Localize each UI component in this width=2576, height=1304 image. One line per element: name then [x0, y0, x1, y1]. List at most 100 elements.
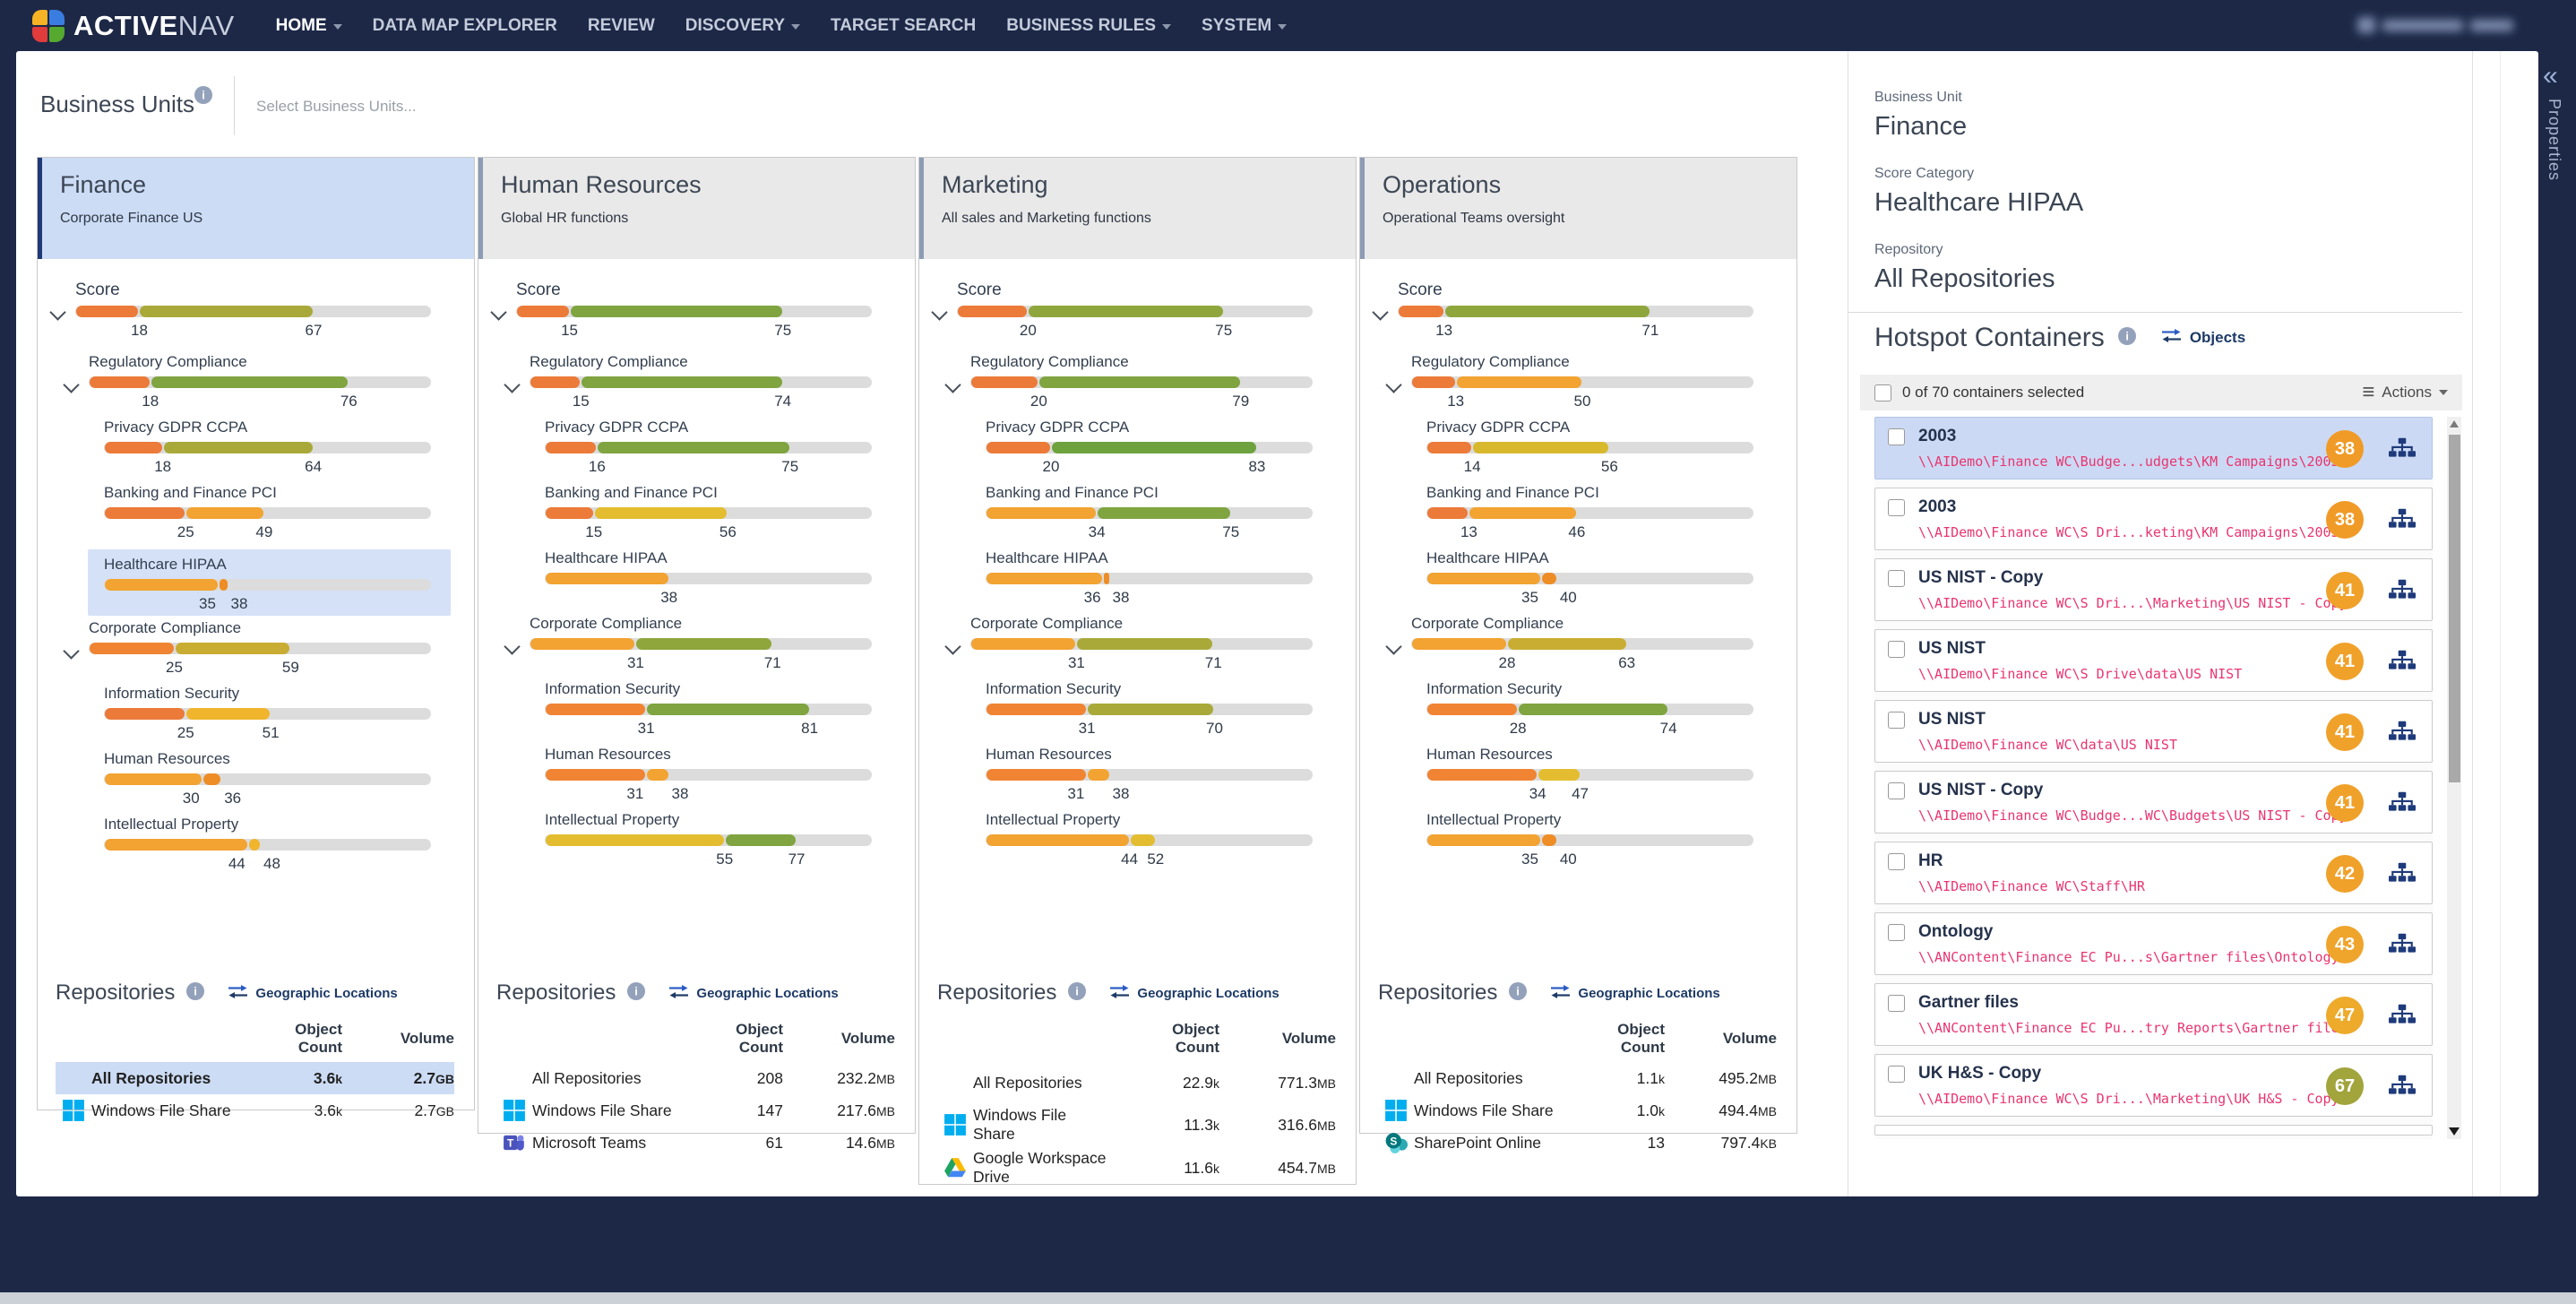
info-icon[interactable]: i	[1508, 981, 1528, 1006]
container-checkbox[interactable]	[1888, 641, 1905, 658]
business-units-info-icon[interactable]: i	[194, 85, 213, 109]
score-bar-regulatory-compliance[interactable]: Regulatory Compliance 15 74	[478, 353, 915, 410]
card-header[interactable]: Marketing All sales and Marketing functio…	[919, 158, 1356, 259]
activenav-logo[interactable]: ACTIVENAV	[32, 9, 235, 42]
score-bar-information-security[interactable]: Information Security 31 70	[919, 680, 1356, 738]
geographic-locations-link[interactable]: Geographic Locations	[227, 984, 398, 1003]
score-bar-information-security[interactable]: Information Security 25 51	[38, 685, 474, 742]
container-checkbox[interactable]	[1888, 853, 1905, 870]
geographic-locations-link[interactable]: Geographic Locations	[668, 984, 839, 1003]
score-bar-privacy-gdpr-ccpa[interactable]: Privacy GDPR CCPA 20 83	[919, 419, 1356, 476]
score-bar-privacy-gdpr-ccpa[interactable]: Privacy GDPR CCPA 14 56	[1360, 419, 1796, 476]
hotspot-container-item[interactable]: US NIST - Copy \\AIDemo\Finance WC\Budge.…	[1874, 771, 2433, 833]
score-bar-information-security[interactable]: Information Security 31 81	[478, 680, 915, 738]
hierarchy-icon[interactable]	[2389, 1075, 2416, 1101]
repository-row[interactable]: All Repositories 22.9k 771.3MB	[937, 1062, 1336, 1103]
menu-item-data-map-explorer[interactable]: DATA MAP EXPLORER	[373, 16, 557, 36]
hotspot-containers-info-icon[interactable]: i	[2117, 326, 2137, 350]
score-bar-banking-and-finance-pci[interactable]: Banking and Finance PCI 25 49	[38, 484, 474, 541]
repository-row[interactable]: Google Workspace Drive 11.6k 454.7MB	[937, 1146, 1336, 1189]
score-bar-score[interactable]: Score 20 75	[919, 281, 1356, 340]
hotspot-scrollbar[interactable]	[2447, 417, 2461, 1139]
expander-chevron-icon[interactable]	[1385, 638, 1402, 655]
expander-chevron-icon[interactable]	[504, 638, 521, 655]
repository-row[interactable]: T Microsoft Teams 61 14.6MB	[496, 1127, 895, 1159]
repository-row[interactable]: All Repositories 208 232.2MB	[496, 1062, 895, 1094]
score-bar-human-resources[interactable]: Human Resources 34 47	[1360, 746, 1796, 803]
score-bar-healthcare-hipaa[interactable]: Healthcare HIPAA 35 40	[1360, 549, 1796, 607]
repository-row[interactable]: Windows File Share 147 217.6MB	[496, 1094, 895, 1127]
score-bar-banking-and-finance-pci[interactable]: Banking and Finance PCI 34 75	[919, 484, 1356, 541]
hierarchy-icon[interactable]	[2389, 721, 2416, 747]
score-bar-corporate-compliance[interactable]: Corporate Compliance 28 63	[1360, 615, 1796, 672]
score-bar-human-resources[interactable]: Human Resources 31 38	[919, 746, 1356, 803]
score-bar-banking-and-finance-pci[interactable]: Banking and Finance PCI 13 46	[1360, 484, 1796, 541]
score-bar-information-security[interactable]: Information Security 28 74	[1360, 680, 1796, 738]
container-checkbox[interactable]	[1888, 782, 1905, 799]
hotspot-container-item[interactable]: US NIST \\AIDemo\Finance WC\data\US NIST 4…	[1874, 700, 2433, 763]
info-icon[interactable]: i	[185, 981, 205, 1006]
score-bar-privacy-gdpr-ccpa[interactable]: Privacy GDPR CCPA 18 64	[38, 419, 474, 476]
repository-row[interactable]: All Repositories 3.6k 2.7GB	[56, 1062, 454, 1095]
hotspot-container-item[interactable]: Gartner files \\ANContent\Finance EC Pu..…	[1874, 983, 2433, 1046]
business-units-select[interactable]: Select Business Units...	[256, 98, 417, 115]
score-bar-corporate-compliance[interactable]: Corporate Compliance 31 71	[919, 615, 1356, 672]
hotspot-container-item[interactable]: HR \\AIDemo\Finance WC\Staff\HR 42	[1874, 842, 2433, 904]
repository-row[interactable]: Windows File Share 11.3k 316.6MB	[937, 1103, 1336, 1146]
hierarchy-icon[interactable]	[2389, 650, 2416, 676]
menu-item-system[interactable]: SYSTEM	[1202, 16, 1288, 36]
score-bar-healthcare-hipaa[interactable]: Healthcare HIPAA 36 38	[919, 549, 1356, 607]
hierarchy-icon[interactable]	[2389, 933, 2416, 959]
container-checkbox[interactable]	[1888, 428, 1905, 445]
info-icon[interactable]: i	[626, 981, 646, 1006]
score-bar-human-resources[interactable]: Human Resources 30 36	[38, 750, 474, 807]
container-checkbox[interactable]	[1888, 712, 1905, 729]
info-icon[interactable]: i	[1067, 981, 1087, 1006]
select-all-checkbox[interactable]	[1874, 384, 1891, 402]
geographic-locations-link[interactable]: Geographic Locations	[1549, 984, 1720, 1003]
hotspot-container-item[interactable]: UK H&S - Copy \\AIDemo\Finance WC\S Dri..…	[1874, 1054, 2433, 1117]
card-header[interactable]: Human Resources Global HR functions	[478, 158, 915, 259]
container-checkbox[interactable]	[1888, 924, 1905, 941]
expander-chevron-icon[interactable]	[63, 376, 80, 393]
hierarchy-icon[interactable]	[2389, 791, 2416, 817]
expander-chevron-icon[interactable]	[490, 304, 507, 321]
expander-chevron-icon[interactable]	[944, 376, 961, 393]
hierarchy-icon[interactable]	[2389, 862, 2416, 888]
score-bar-score[interactable]: Score 15 75	[478, 281, 915, 340]
score-bar-score[interactable]: Score 18 67	[38, 281, 474, 340]
score-bar-intellectual-property[interactable]: Intellectual Property 55 77	[478, 811, 915, 868]
scroll-up-arrow[interactable]	[2450, 420, 2459, 427]
expander-chevron-icon[interactable]	[63, 643, 80, 660]
container-checkbox[interactable]	[1888, 995, 1905, 1012]
score-bar-intellectual-property[interactable]: Intellectual Property 35 40	[1360, 811, 1796, 868]
menu-item-business-rules[interactable]: BUSINESS RULES	[1006, 16, 1172, 36]
score-bar-privacy-gdpr-ccpa[interactable]: Privacy GDPR CCPA 16 75	[478, 419, 915, 476]
menu-item-review[interactable]: REVIEW	[588, 16, 655, 36]
menu-item-target-search[interactable]: TARGET SEARCH	[831, 16, 976, 36]
score-bar-corporate-compliance[interactable]: Corporate Compliance 25 59	[38, 619, 474, 677]
expander-chevron-icon[interactable]	[49, 304, 66, 321]
expander-chevron-icon[interactable]	[504, 376, 521, 393]
user-menu-redacted[interactable]	[2357, 13, 2513, 38]
score-bar-healthcare-hipaa[interactable]: Healthcare HIPAA 35 38	[88, 549, 451, 616]
hotspot-container-item[interactable]: US NIST \\AIDemo\Finance WC\S Drive\data\…	[1874, 629, 2433, 692]
card-header[interactable]: Finance Corporate Finance US	[38, 158, 474, 259]
menu-item-home[interactable]: HOME	[276, 16, 342, 36]
score-bar-corporate-compliance[interactable]: Corporate Compliance 31 71	[478, 615, 915, 672]
hierarchy-icon[interactable]	[2389, 437, 2416, 463]
hierarchy-icon[interactable]	[2389, 508, 2416, 534]
expand-properties-button[interactable]: «	[2543, 61, 2558, 91]
scrollbar-thumb[interactable]	[2448, 435, 2460, 782]
repository-row[interactable]: S SharePoint Online 13 797.4KB	[1378, 1127, 1777, 1159]
geographic-locations-link[interactable]: Geographic Locations	[1108, 984, 1279, 1003]
score-bar-healthcare-hipaa[interactable]: Healthcare HIPAA 38	[478, 549, 915, 607]
actions-button[interactable]: ≡ Actions	[2362, 382, 2448, 403]
score-bar-regulatory-compliance[interactable]: Regulatory Compliance 18 76	[38, 353, 474, 410]
objects-link[interactable]: Objects	[2160, 328, 2245, 348]
container-checkbox[interactable]	[1888, 1066, 1905, 1083]
expander-chevron-icon[interactable]	[944, 638, 961, 655]
score-bar-intellectual-property[interactable]: Intellectual Property 44 52	[919, 811, 1356, 868]
expander-chevron-icon[interactable]	[1372, 304, 1389, 321]
score-bar-score[interactable]: Score 13 71	[1360, 281, 1796, 340]
